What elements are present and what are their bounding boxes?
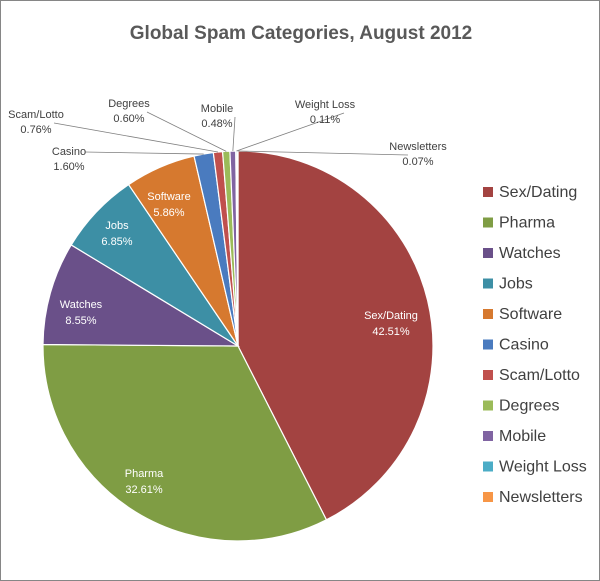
data-label-mobile-value: 0.48% (201, 118, 232, 130)
data-label-scam-lotto-value: 0.76% (20, 124, 51, 136)
legend-swatch-weight-loss (483, 461, 493, 472)
legend-label-mobile: Mobile (499, 428, 546, 445)
data-label-newsletters-value: 0.07% (402, 156, 433, 168)
leader-line-weight-loss (236, 112, 345, 152)
legend-label-degrees: Degrees (499, 398, 559, 415)
data-label-degrees-name: Degrees (108, 98, 150, 110)
legend-label-software: Software (499, 306, 562, 323)
legend-swatch-jobs (483, 278, 493, 289)
legend-label-watches: Watches (499, 245, 561, 262)
data-label-newsletters-name: Newsletters (389, 141, 447, 153)
data-label-pharma-name: Pharma (125, 468, 164, 480)
legend-swatch-sex-dating (483, 187, 493, 197)
data-label-weight-loss-name: Weight Loss (295, 99, 356, 111)
pie-slices (42, 150, 434, 542)
data-label-weight-loss-value: 0.11% (310, 114, 341, 126)
legend-label-scam-lotto: Scam/Lotto (499, 367, 580, 384)
data-label-mobile-name: Mobile (201, 103, 233, 115)
legend-label-sex-dating: Sex/Dating (499, 184, 577, 201)
legend-swatch-software (483, 309, 493, 319)
legend-label-jobs: Jobs (499, 276, 533, 293)
pie-slice-pharma (42, 343, 328, 542)
legend-swatch-degrees (483, 400, 493, 411)
data-label-casino-value: 1.60% (53, 161, 84, 173)
data-labels: Sex/Dating 42.51% Pharma 32.61% Watches 8.55%… (8, 98, 447, 496)
data-label-degrees-value: 0.60% (113, 113, 144, 125)
leader-line-casino (84, 151, 204, 155)
leader-line-newsletters (237, 150, 409, 156)
legend-swatch-mobile (483, 431, 493, 441)
data-label-pharma-value: 32.61% (125, 484, 163, 496)
data-label-watches-name: Watches (60, 299, 103, 311)
leader-line-mobile (232, 116, 236, 152)
data-label-scam-lotto-name: Scam/Lotto (8, 109, 64, 121)
data-label-jobs-name: Jobs (105, 220, 129, 232)
data-label-sex-dating-name: Sex/Dating (364, 310, 418, 322)
data-label-software-name: Software (147, 191, 190, 203)
pie-slice-sex-dating (237, 150, 434, 521)
data-label-casino-name: Casino (52, 146, 86, 158)
leader-lines (53, 111, 409, 156)
data-label-watches-value: 8.55% (65, 315, 96, 327)
leader-line-scam-lotto (53, 122, 219, 153)
legend-swatch-newsletters (483, 492, 493, 502)
data-label-software-value: 5.86% (153, 207, 184, 219)
legend-swatch-pharma (483, 217, 493, 228)
chart-title: Global Spam Categories, August 2012 (130, 23, 472, 44)
data-label-sex-dating-value: 42.51% (372, 326, 410, 338)
legend-swatch-scam-lotto (483, 370, 493, 380)
pie-slice-watches (42, 244, 241, 347)
legend-swatch-casino (483, 339, 493, 350)
legend-label-newsletters: Newsletters (499, 489, 583, 506)
legend-label-weight-loss: Weight Loss (499, 459, 587, 476)
legend-swatch-watches (483, 248, 493, 258)
leader-line-degrees (146, 111, 227, 152)
legend: Sex/Dating Pharma Watches Jobs Software Casin… (483, 184, 587, 506)
legend-label-casino: Casino (499, 337, 549, 354)
data-label-jobs-value: 6.85% (101, 236, 132, 248)
legend-label-pharma: Pharma (499, 215, 555, 232)
